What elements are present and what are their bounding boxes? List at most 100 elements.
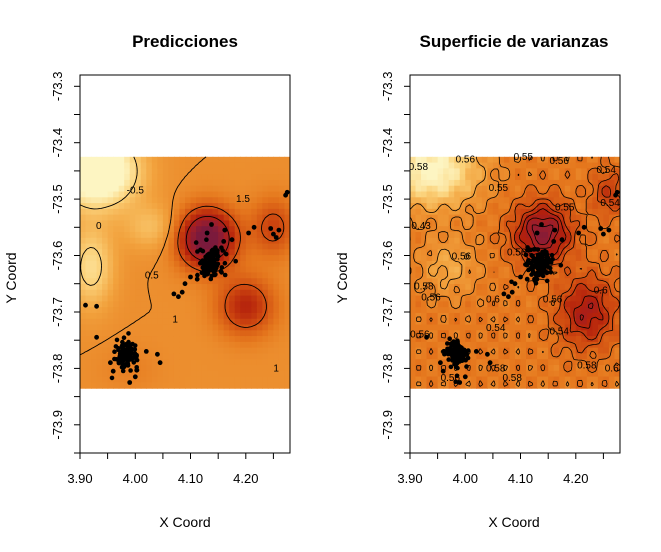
- data-point: [445, 341, 450, 346]
- heatmap-cell: [570, 208, 577, 216]
- heatmap-cell: [218, 307, 225, 314]
- heatmap-cell: [151, 203, 158, 210]
- heatmap-cell: [564, 220, 571, 227]
- heatmap-cell: [570, 341, 577, 349]
- heatmap-cell: [278, 174, 286, 181]
- heatmap-cell: [548, 174, 555, 181]
- data-point: [424, 334, 429, 340]
- heatmap-cell: [256, 307, 263, 314]
- heatmap-cell: [520, 336, 527, 343]
- heatmap-cell: [151, 278, 158, 285]
- heatmap-cell: [542, 208, 549, 216]
- heatmap-cell: [207, 191, 214, 198]
- heatmap-cell: [85, 353, 92, 360]
- heatmap-cell: [146, 278, 153, 285]
- heatmap-cell: [614, 272, 620, 279]
- heatmap-cell: [586, 318, 593, 326]
- heatmap-cell: [509, 174, 516, 181]
- heatmap-cell: [151, 347, 158, 355]
- heatmap-cell: [157, 255, 164, 262]
- heatmap-cell: [113, 318, 120, 326]
- heatmap-cell: [185, 301, 192, 308]
- heatmap-cell: [476, 284, 483, 291]
- heatmap-cell: [553, 255, 560, 262]
- heatmap-cell: [190, 243, 197, 250]
- heatmap-cell: [415, 359, 422, 366]
- heatmap-cell: [146, 359, 153, 366]
- heatmap-cell: [564, 341, 571, 349]
- heatmap-cell: [113, 231, 120, 239]
- heatmap-cell: [465, 197, 472, 204]
- heatmap-cell: [575, 243, 582, 250]
- heatmap-cell: [465, 249, 472, 256]
- heatmap-cell: [415, 336, 422, 343]
- heatmap-cell: [553, 295, 560, 302]
- heatmap-cell: [564, 324, 571, 331]
- heatmap-cell: [542, 295, 549, 302]
- heatmap-cell: [201, 307, 208, 314]
- heatmap-cell: [432, 243, 439, 250]
- heatmap-cell: [614, 318, 620, 326]
- heatmap-cell: [586, 376, 593, 383]
- heatmap-cell: [124, 289, 131, 297]
- heatmap-cell: [196, 318, 203, 326]
- heatmap-cell: [481, 278, 488, 285]
- heatmap-cell: [196, 364, 203, 372]
- heatmap-cell: [459, 168, 466, 175]
- heatmap-cell: [190, 312, 197, 320]
- data-point: [155, 351, 160, 357]
- heatmap-cell: [229, 249, 236, 256]
- heatmap-cell: [201, 278, 208, 285]
- heatmap-cell: [531, 179, 538, 187]
- heatmap-cell: [157, 203, 164, 210]
- heatmap-cell: [80, 237, 87, 245]
- heatmap-cell: [465, 220, 472, 227]
- heatmap-cell: [113, 168, 120, 175]
- heatmap-cell: [80, 336, 87, 343]
- heatmap-cell: [245, 307, 252, 314]
- heatmap-cell: [234, 364, 241, 372]
- heatmap-cell: [240, 382, 247, 389]
- heatmap-cell: [492, 168, 500, 175]
- heatmap-cell: [207, 174, 214, 181]
- heatmap-cell: [592, 203, 599, 210]
- heatmap-cell: [421, 347, 428, 355]
- heatmap-cell: [168, 382, 175, 389]
- heatmap-cell: [124, 249, 131, 256]
- heatmap-cell: [421, 249, 428, 256]
- heatmap-cell: [107, 341, 114, 349]
- heatmap-cell: [586, 289, 593, 297]
- heatmap-cell: [432, 382, 439, 389]
- heatmap-cell: [608, 214, 616, 222]
- heatmap-cell: [179, 295, 186, 302]
- heatmap-cell: [465, 336, 472, 343]
- heatmap-cell: [537, 330, 544, 337]
- heatmap-cell: [487, 278, 494, 285]
- heatmap-cell: [190, 197, 197, 204]
- heatmap-cell: [564, 156, 571, 164]
- heatmap-cell: [229, 179, 236, 187]
- heatmap-cell: [421, 278, 428, 285]
- heatmap-cell: [278, 266, 286, 274]
- heatmap-cell: [603, 255, 610, 262]
- heatmap-cell: [146, 330, 153, 337]
- heatmap-cell: [146, 185, 153, 193]
- heatmap-cell: [415, 156, 422, 164]
- heatmap-cell: [284, 364, 290, 372]
- heatmap-cell: [201, 226, 208, 233]
- data-point: [462, 374, 468, 380]
- heatmap-cell: [173, 284, 181, 291]
- heatmap-cell: [96, 353, 103, 360]
- heatmap-cell: [421, 266, 428, 274]
- heatmap-cell: [586, 197, 593, 204]
- heatmap-cell: [218, 191, 225, 198]
- heatmap-cell: [151, 255, 158, 262]
- heatmap-cell: [487, 179, 494, 187]
- heatmap-cell: [586, 301, 593, 308]
- heatmap-cell: [179, 197, 186, 204]
- heatmap-cell: [526, 318, 533, 326]
- contour-label: 0.54: [600, 198, 620, 209]
- data-point: [246, 230, 252, 236]
- heatmap-cell: [509, 382, 516, 389]
- heatmap-cell: [553, 289, 560, 297]
